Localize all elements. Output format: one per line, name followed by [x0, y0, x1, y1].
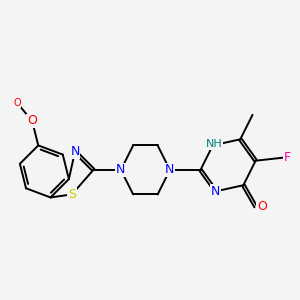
Text: N: N — [165, 164, 175, 176]
Text: N: N — [70, 145, 80, 158]
Text: O: O — [257, 200, 267, 213]
Text: N: N — [116, 164, 126, 176]
Text: N: N — [211, 185, 220, 198]
Text: NH: NH — [206, 139, 223, 149]
Text: S: S — [68, 188, 76, 201]
Text: O: O — [27, 114, 37, 128]
Text: F: F — [284, 151, 291, 164]
Text: O: O — [13, 98, 21, 108]
